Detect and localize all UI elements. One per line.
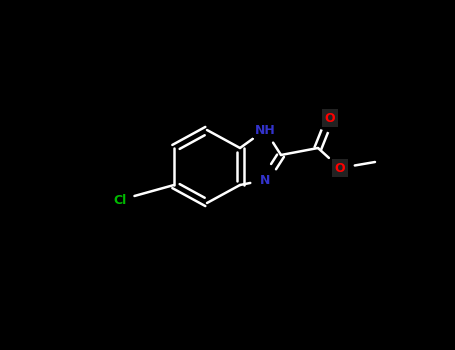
Text: Cl: Cl	[113, 194, 126, 206]
Text: O: O	[335, 161, 345, 175]
Text: O: O	[325, 112, 335, 125]
Text: NH: NH	[255, 124, 275, 136]
Text: N: N	[260, 174, 270, 187]
